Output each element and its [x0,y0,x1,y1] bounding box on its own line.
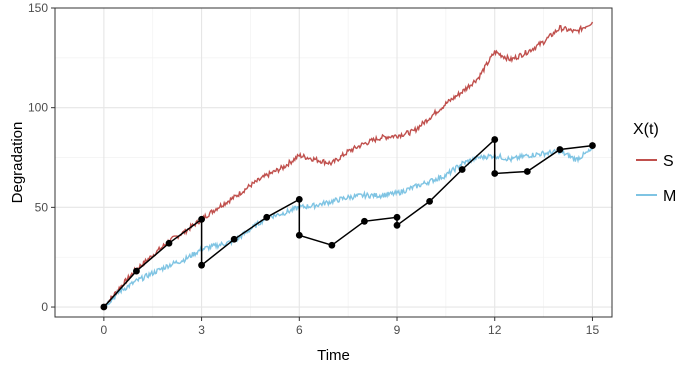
y-tick-label: 100 [28,101,48,115]
x-tick-label: 9 [394,323,401,337]
data-point [589,142,596,149]
data-point [198,215,205,223]
series-layer [100,21,596,311]
legend-title: X(t) [633,121,659,138]
x-tick-label: 3 [198,323,205,337]
y-tick-label: 150 [28,1,48,15]
legend: X(t) S M [633,121,676,205]
y-tick-label: 50 [35,200,49,214]
x-tick-label: 15 [586,323,600,337]
legend-label-m: M [663,188,676,205]
data-point [491,170,499,177]
y-axis-title: Degradation [9,122,26,204]
data-point [426,197,433,205]
legend-label-s: S [663,153,674,170]
data-point [198,261,205,269]
data-point [328,241,336,249]
data-point [491,136,499,143]
data-point [393,221,401,229]
x-tick-label: 12 [488,323,502,337]
series-line-m [103,146,594,308]
data-point [556,146,564,153]
data-point [263,213,271,221]
data-point [230,235,238,243]
plot-panel-border [54,7,613,318]
data-point [165,239,173,247]
x-tick-label: 0 [101,323,108,337]
data-point [458,166,466,173]
data-point [133,267,140,275]
data-point [100,303,108,311]
x-axis-title: Time [317,347,350,364]
data-point [295,231,303,239]
series-line-s [103,21,594,308]
y-tick-label: 0 [41,300,48,314]
data-point [361,217,368,225]
series-line-observed [103,137,593,308]
data-point [295,195,303,203]
data-point [393,213,401,221]
x-tick-label: 6 [296,323,303,337]
data-point [523,168,531,175]
